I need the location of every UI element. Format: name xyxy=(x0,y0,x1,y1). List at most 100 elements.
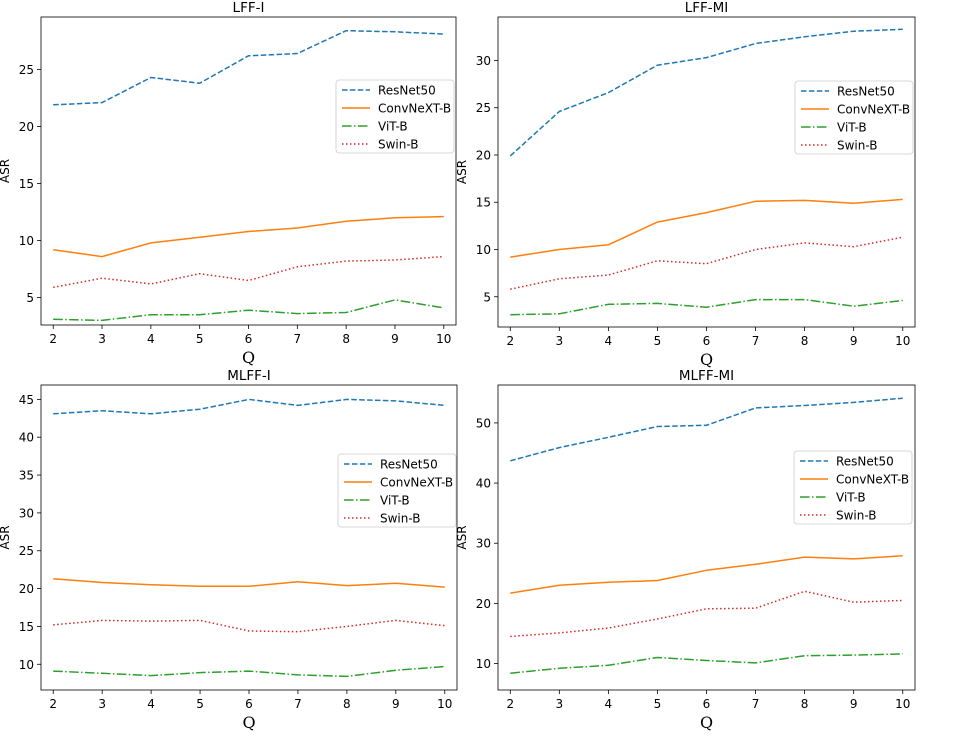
legend-label: ResNet50 xyxy=(378,84,436,98)
legend-label: Swin-B xyxy=(837,139,878,153)
series-line-resnet50 xyxy=(509,28,903,157)
x-tick-label: 7 xyxy=(752,334,760,348)
y-tick-label: 5 xyxy=(26,291,34,305)
legend-box xyxy=(337,453,457,528)
y-tick-label: 40 xyxy=(476,477,491,491)
x-tick-label: 9 xyxy=(391,332,399,346)
x-tick-label: 10 xyxy=(436,332,451,346)
series-line-convnext-b xyxy=(510,555,903,594)
series-line-vit-b xyxy=(53,665,445,678)
legend-label: ConvNeXT-B xyxy=(380,476,453,490)
y-tick-label: 45 xyxy=(19,393,34,407)
x-tick-label: 3 xyxy=(556,334,564,348)
chart-title: MLFF-I xyxy=(227,368,271,384)
series-line-vit-b xyxy=(510,653,903,674)
y-tick-label: 15 xyxy=(19,620,34,634)
y-tick-label: 30 xyxy=(19,506,34,520)
x-tick-label: 9 xyxy=(392,697,400,711)
x-tick-label: 10 xyxy=(437,697,452,711)
y-axis-label: ASR xyxy=(0,525,12,549)
series-line-resnet50 xyxy=(53,29,444,106)
legend-box xyxy=(793,450,913,525)
series-line-swin-b xyxy=(510,590,903,638)
x-tick-label: 6 xyxy=(703,334,711,348)
plot-frame xyxy=(40,384,458,691)
legend-label: ViT-B xyxy=(836,491,866,505)
x-axis-label: Q xyxy=(700,713,713,732)
chart-title: LFF-MI xyxy=(685,0,729,16)
y-tick-label: 20 xyxy=(476,597,491,611)
chart-title: MLFF-MI xyxy=(679,368,734,384)
series-line-resnet50 xyxy=(53,398,445,415)
legend-box xyxy=(335,79,455,154)
x-tick-label: 6 xyxy=(245,332,253,346)
y-tick-label: 30 xyxy=(476,54,491,68)
x-tick-label: 8 xyxy=(801,697,809,711)
x-tick-label: 6 xyxy=(245,697,253,711)
x-axis-label: Q xyxy=(242,713,255,732)
y-tick-label: 10 xyxy=(19,658,34,672)
legend: ResNet50 ConvNeXT-B ViT-B Swin-B xyxy=(337,453,457,528)
y-tick-label: 20 xyxy=(19,120,34,134)
y-tick-label: 10 xyxy=(476,243,491,257)
y-tick-label: 10 xyxy=(476,657,491,671)
legend-label: ConvNeXT-B xyxy=(378,102,451,116)
x-tick-label: 6 xyxy=(703,697,711,711)
x-tick-label: 5 xyxy=(654,334,662,348)
chart-panel-4: MLFF-MI 2 3 4 5 6 7 8 9 10 10 20 30 40 50 ASR Q ResNet50 C… xyxy=(455,368,916,732)
chart-panel-1: LFF-I 2 3 4 5 6 7 8 9 10 5 10 15 20 25 ASR Q ResNet50 Conv… xyxy=(0,0,457,367)
x-tick-label: 4 xyxy=(147,697,155,711)
series-line-convnext-b xyxy=(53,577,445,588)
legend-label: ViT-B xyxy=(380,494,410,508)
chart-title: LFF-I xyxy=(233,0,265,16)
series-line-swin-b xyxy=(53,619,445,633)
x-tick-label: 2 xyxy=(49,697,57,711)
y-tick-label: 15 xyxy=(19,177,34,191)
x-tick-label: 3 xyxy=(98,697,106,711)
x-tick-label: 8 xyxy=(343,697,351,711)
plot-frame xyxy=(40,16,457,326)
legend-label: Swin-B xyxy=(380,512,421,526)
plot-frame xyxy=(497,16,916,328)
legend-label: ResNet50 xyxy=(837,85,895,99)
legend-label: ConvNeXT-B xyxy=(836,473,909,487)
x-tick-label: 2 xyxy=(49,332,57,346)
legend: ResNet50 ConvNeXT-B ViT-B Swin-B xyxy=(794,80,914,155)
series-line-vit-b xyxy=(53,299,444,322)
x-tick-label: 9 xyxy=(850,697,858,711)
x-tick-label: 3 xyxy=(556,697,564,711)
x-tick-label: 2 xyxy=(506,334,514,348)
y-tick-label: 25 xyxy=(19,544,34,558)
x-axis-label: Q xyxy=(242,348,255,367)
legend-label: ViT-B xyxy=(837,121,867,135)
series-line-swin-b xyxy=(510,236,903,290)
x-tick-label: 7 xyxy=(752,697,760,711)
x-tick-label: 8 xyxy=(801,334,809,348)
y-tick-label: 25 xyxy=(19,63,34,77)
y-tick-label: 40 xyxy=(19,431,34,445)
x-tick-label: 4 xyxy=(605,697,613,711)
y-axis-label: ASR xyxy=(455,525,469,549)
y-tick-label: 15 xyxy=(476,196,491,210)
legend-label: ResNet50 xyxy=(836,455,894,469)
x-tick-label: 10 xyxy=(895,334,910,348)
series-line-convnext-b xyxy=(510,198,903,258)
chart-panel-3: MLFF-I2 3 4 5 6 7 8 9 101015202530354045ASRQResN… xyxy=(0,368,458,732)
x-tick-label: 7 xyxy=(294,332,302,346)
x-tick-label: 3 xyxy=(98,332,106,346)
y-tick-label: 20 xyxy=(19,582,34,596)
y-tick-label: 30 xyxy=(476,537,491,551)
x-axis-label: Q xyxy=(700,350,713,369)
x-tick-label: 7 xyxy=(294,697,302,711)
x-tick-label: 5 xyxy=(196,332,204,346)
y-tick-label: 20 xyxy=(476,148,491,162)
y-tick-label: 35 xyxy=(19,469,34,483)
legend: ResNet50 ConvNeXT-B ViT-B Swin-B xyxy=(335,79,455,154)
chart-panel-2: LFF-MI 2 3 4 5 6 7 8 9 10 5 10 15 20 25 30 ASR Q ResNet50 C… xyxy=(455,0,916,369)
series-line-swin-b xyxy=(53,255,444,289)
series-line-resnet50 xyxy=(510,397,903,462)
x-tick-label: 8 xyxy=(342,332,350,346)
x-tick-label: 4 xyxy=(605,334,613,348)
x-tick-label: 4 xyxy=(147,332,155,346)
legend-label: ResNet50 xyxy=(380,458,438,472)
